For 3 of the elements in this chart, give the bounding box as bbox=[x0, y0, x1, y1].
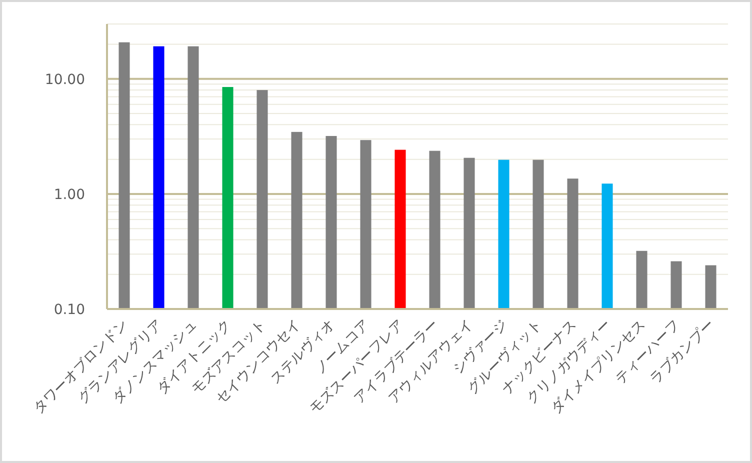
y-tick-label: 0.10 bbox=[54, 302, 85, 318]
y-tick-label: 10.00 bbox=[44, 72, 85, 88]
y-tick-label: 1.00 bbox=[54, 186, 85, 203]
